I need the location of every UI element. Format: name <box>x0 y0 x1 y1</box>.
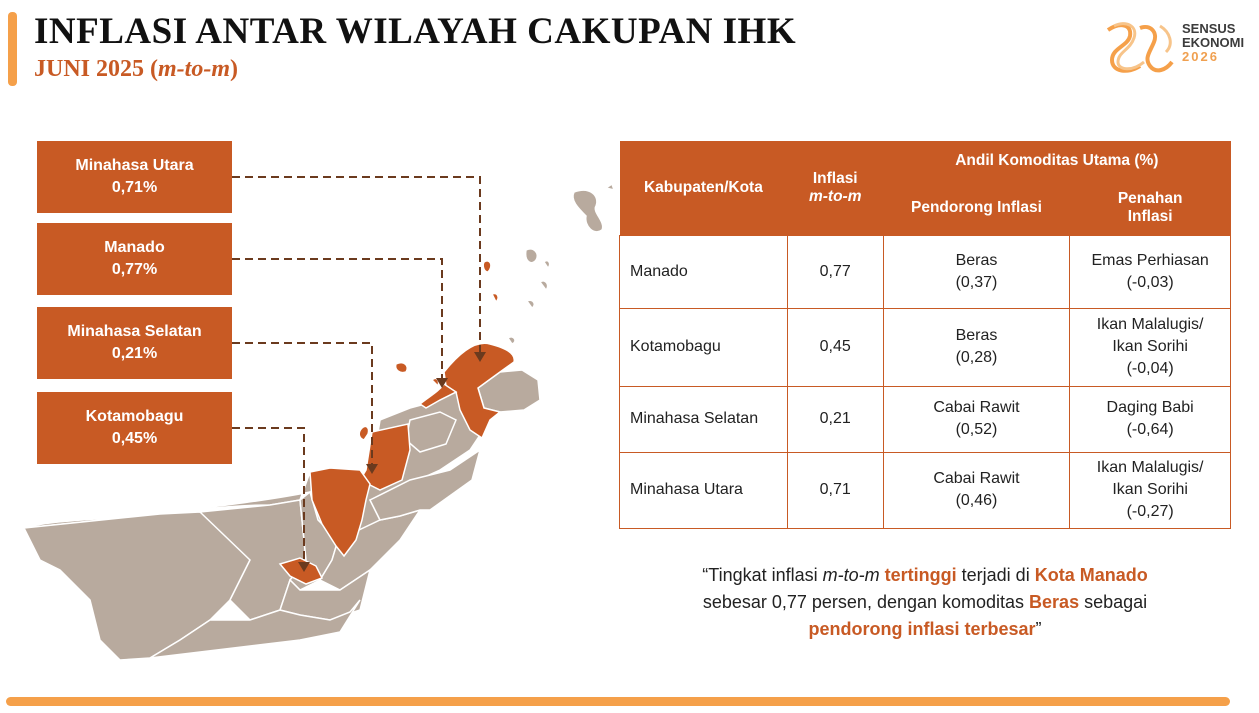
region-minahasa-selatan <box>358 423 411 491</box>
cell-penahan: Ikan Malalugis/Ikan Sorihi (-0,27) <box>1069 451 1231 529</box>
summary-quote: “Tingkat inflasi m-to-m tertinggi terjad… <box>702 565 1148 639</box>
label-manado: Manado 0,77% <box>37 223 232 295</box>
footer-accent-bar <box>6 697 1230 706</box>
page-subtitle: JUNI 2025 (m-to-m) <box>34 56 238 82</box>
header-kabupaten: Kabupaten/Kota <box>619 141 788 235</box>
cell-inflasi: 0,71 <box>786 451 884 529</box>
cell-penahan: Ikan Malalugis/Ikan Sorihi (-0,04) <box>1069 307 1231 387</box>
label-kotamobagu: Kotamobagu 0,45% <box>37 392 232 464</box>
logo-text: SENSUS EKONOMI 2026 <box>1182 21 1245 64</box>
table-row: Manado 0,77 Beras (0,37) Emas Perhiasan (-… <box>619 234 1231 309</box>
connector-arrowheads <box>298 352 486 572</box>
cell-kabupaten: Minahasa Selatan <box>619 385 788 453</box>
region-minahasa-utara <box>443 342 515 440</box>
cell-pendorong: Cabai Rawit (0,52) <box>882 385 1071 453</box>
cell-penahan: Emas Perhiasan (-0,03) <box>1069 234 1231 309</box>
cell-pendorong: Beras (0,28) <box>882 307 1071 387</box>
table-row: Minahasa Selatan 0,21 Cabai Rawit (0,52) … <box>619 385 1231 453</box>
header-pendorong: Pendorong Inflasi <box>883 181 1070 235</box>
cell-kabupaten: Minahasa Utara <box>619 451 788 529</box>
cell-penahan: Daging Babi (-0,64) <box>1069 385 1231 453</box>
table-row: Minahasa Utara 0,71 Cabai Rawit (0,46) Ik… <box>619 451 1231 529</box>
cell-inflasi: 0,77 <box>786 234 884 309</box>
cell-kabupaten: Kotamobagu <box>619 307 788 387</box>
region-bolaang-highlight <box>309 467 371 558</box>
cell-inflasi: 0,21 <box>786 385 884 453</box>
page-title: INFLASI ANTAR WILAYAH CAKUPAN IHK <box>34 11 797 52</box>
sensus-ekonomi-logo-icon <box>1106 22 1174 73</box>
cell-pendorong: Beras (0,37) <box>882 234 1071 309</box>
table-row: Kotamobagu 0,45 Beras (0,28) Ikan Malalug… <box>619 307 1231 387</box>
map-regions-highlight <box>278 260 515 585</box>
cell-pendorong: Cabai Rawit (0,46) <box>882 451 1071 529</box>
cell-inflasi: 0,45 <box>786 307 884 387</box>
header-inflasi: Inflasi m-to-m <box>787 141 884 235</box>
header-andil: Andil Komoditas Utama (%) <box>883 141 1231 181</box>
label-minahasa-selatan: Minahasa Selatan 0,21% <box>37 307 232 379</box>
title-accent-bar <box>8 12 17 86</box>
region-kotamobagu <box>278 557 324 585</box>
label-minahasa-utara: Minahasa Utara 0,71% <box>37 141 232 213</box>
subtitle-italic: m-to-m <box>158 56 230 82</box>
region-manado <box>418 382 458 409</box>
inflasi-table: Kabupaten/Kota Inflasi m-to-m Andil Komod… <box>619 141 1231 529</box>
header-penahan: Penahan Inflasi <box>1069 181 1231 235</box>
connector-lines <box>232 176 481 568</box>
cell-kabupaten: Manado <box>619 234 788 309</box>
table-subheader-row: Pendorong Inflasi Penahan Inflasi <box>620 181 1231 235</box>
table-header-row: Kabupaten/Kota Inflasi m-to-m Andil Komod… <box>619 141 1231 235</box>
